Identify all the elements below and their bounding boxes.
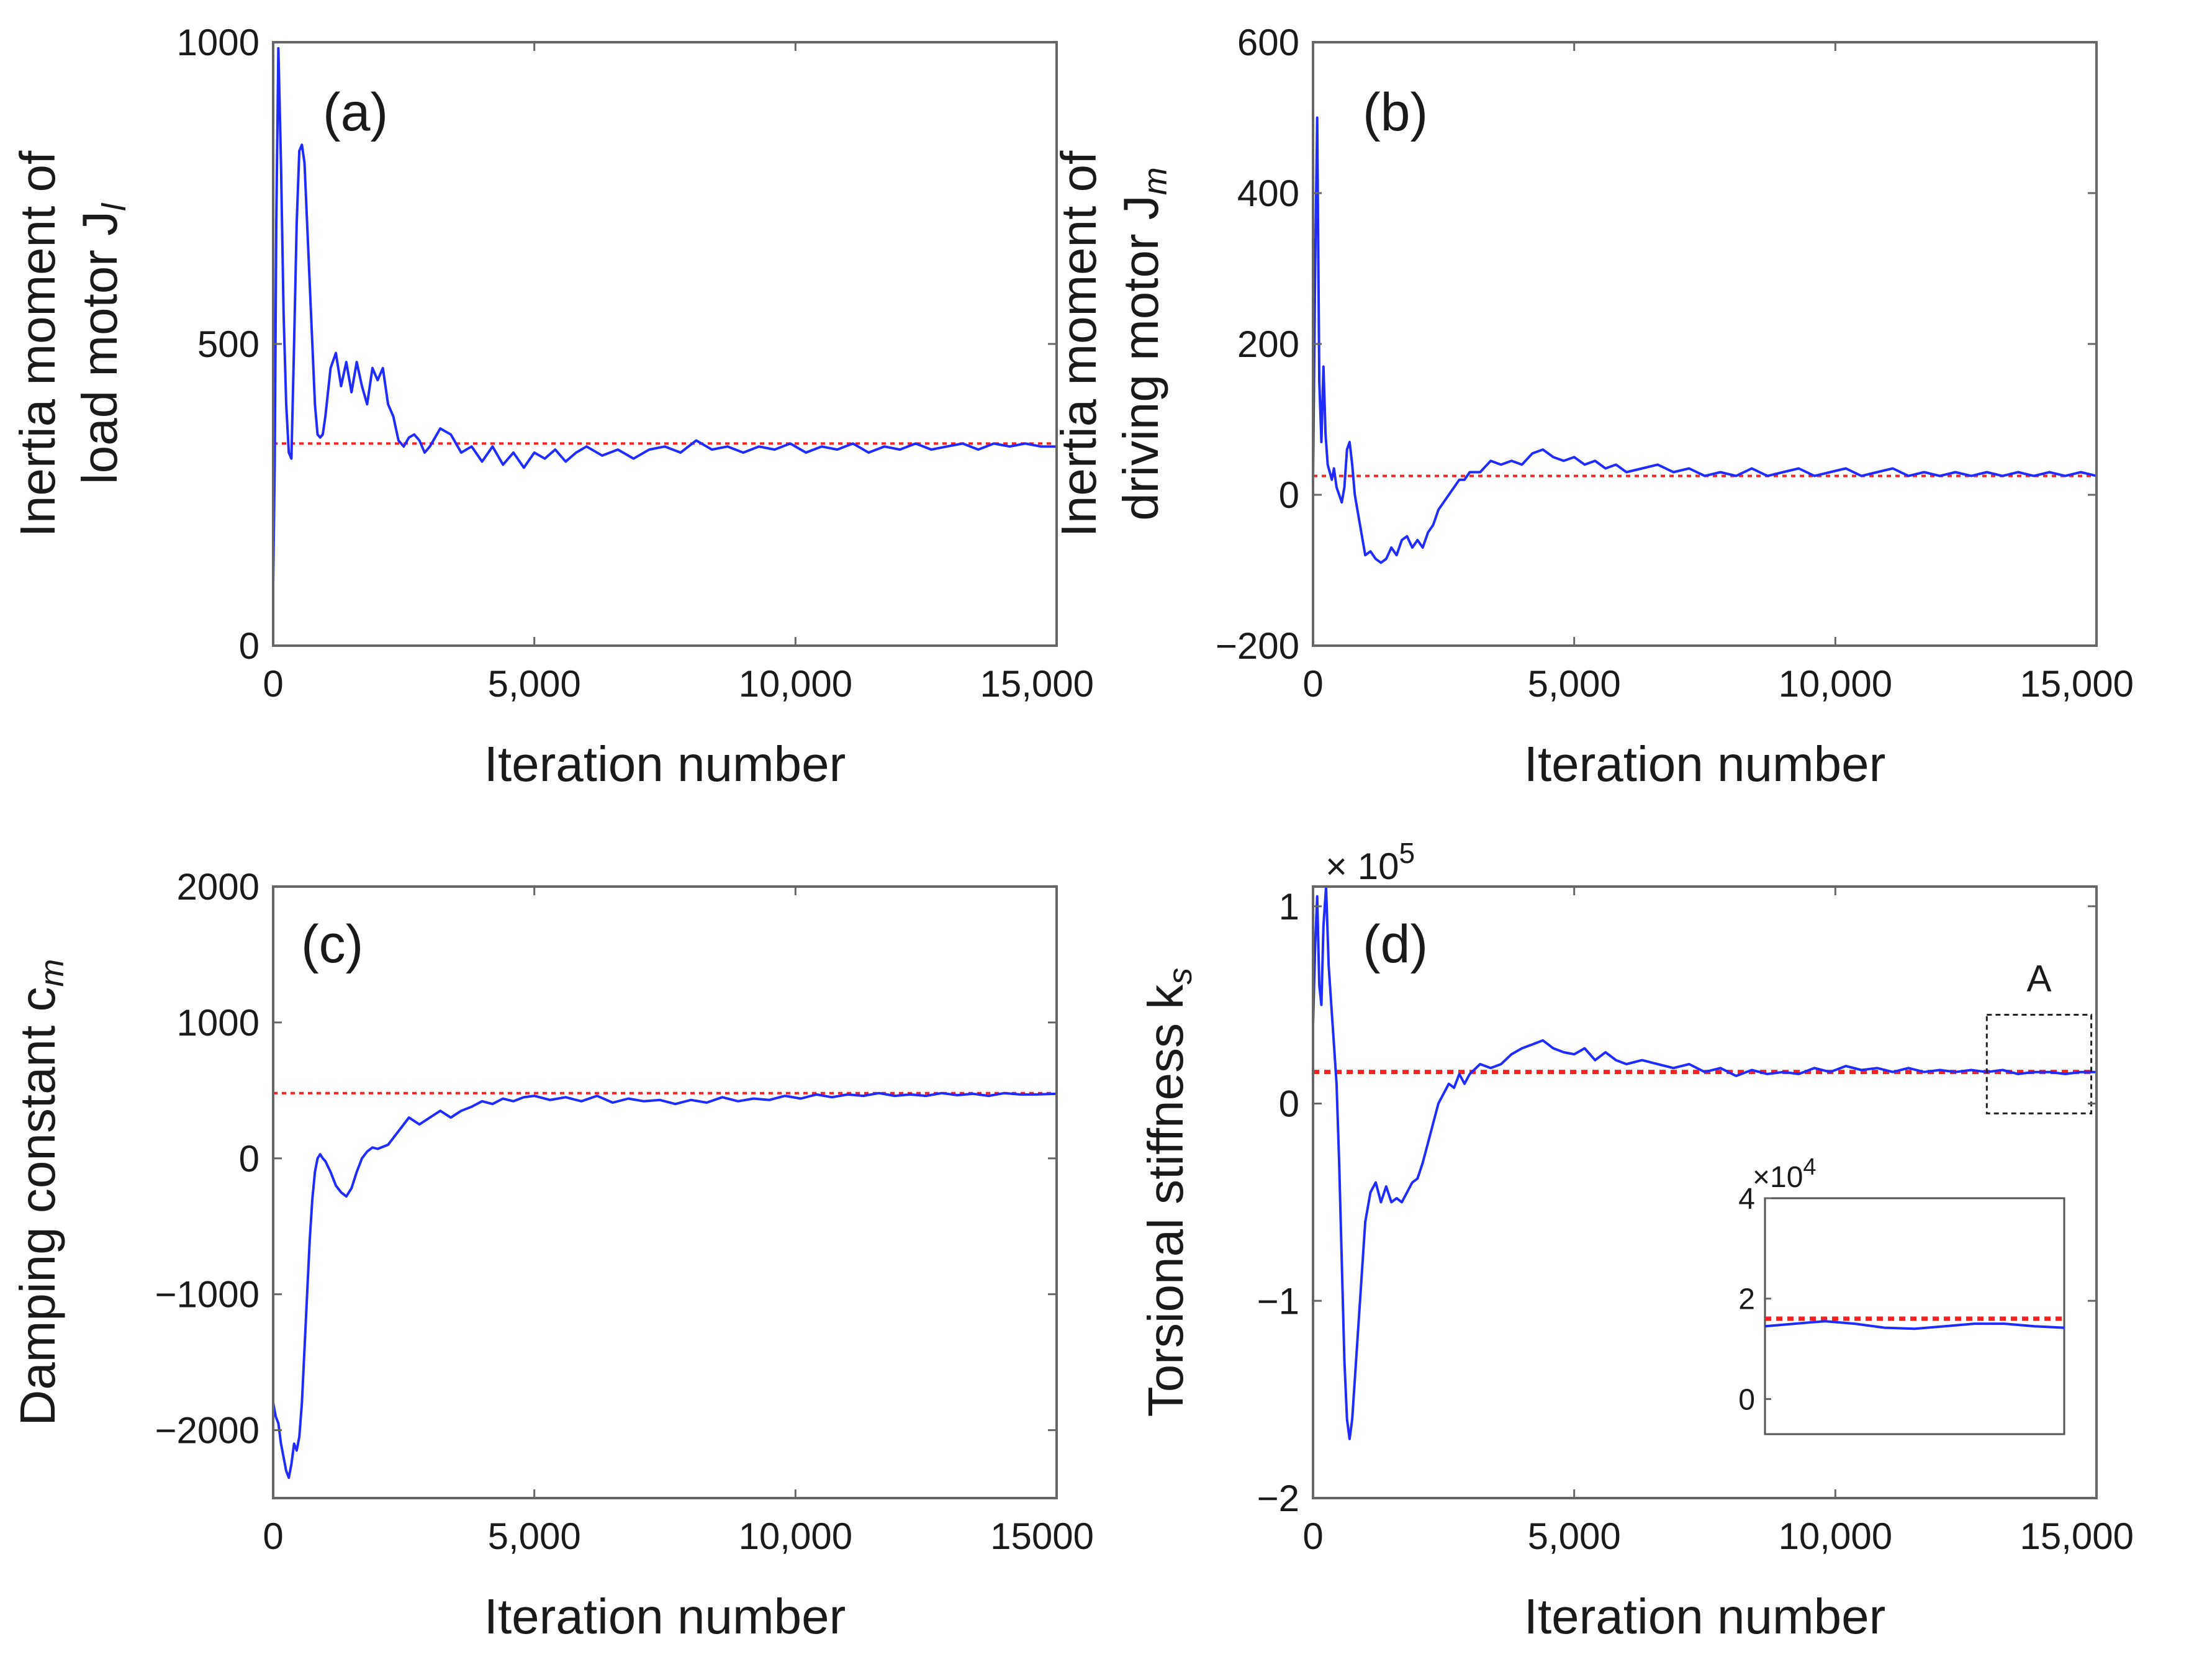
y-tick-label: 1000: [177, 22, 260, 63]
y-axis-label: Torsional stiffness ks: [1138, 968, 1199, 1417]
inset-y-tick-label: 0: [1738, 1383, 1755, 1416]
x-tick-label: 15,000: [2020, 1515, 2134, 1557]
x-axis-label: Iteration number: [484, 736, 846, 792]
y-tick-label: 1000: [177, 1002, 260, 1044]
estimate-series-line: [1313, 116, 2096, 564]
y-tick-label: 1: [1279, 886, 1299, 928]
zoom-box-a: [1985, 1014, 2093, 1114]
x-tick-label: 15,000: [980, 663, 1094, 705]
inset-zoom-a: 0 2 4×104: [1738, 1154, 2065, 1435]
y-tick-label: −2000: [155, 1410, 260, 1452]
y-tick-label: −200: [1216, 625, 1299, 667]
axes-frame: [1312, 885, 2098, 1499]
panel-a: 0 5,000 10,000 15,000 0 500 1000 (a) Iteration n…: [10, 22, 1094, 792]
y-multiplier: × 105: [1325, 837, 1415, 887]
y-tick-label: 0: [239, 1138, 260, 1180]
x-tick-label: 10,000: [739, 1515, 853, 1557]
y-tick-label: −1000: [155, 1274, 260, 1316]
y-tick-label: 0: [1279, 1083, 1299, 1125]
axes-frame: [272, 885, 1058, 1499]
axes-frame: [1312, 41, 2098, 647]
y-tick-label: 400: [1237, 173, 1299, 214]
y-axis-label: load motor Jl: [72, 202, 133, 484]
y-tick-label: 2000: [177, 866, 260, 908]
y-axis-label: Inertia moment of: [10, 150, 65, 537]
panel-c: 0 5,000 10,000 15000 −2000 −1000 0 1000 2000 (c) I…: [10, 866, 1094, 1644]
y-tick-label: 500: [197, 323, 260, 365]
x-tick-label: 15,000: [2020, 663, 2134, 705]
y-tick-label: 200: [1237, 323, 1299, 365]
panel-b: 0 5,000 10,000 15,000−2000200400600(b)Itera…: [1051, 22, 2134, 792]
estimate-series-line: [273, 1091, 1057, 1479]
x-axis-label: Iteration number: [1524, 1589, 1886, 1644]
x-tick-label: 15000: [990, 1515, 1094, 1557]
panel-label: (b): [1363, 83, 1428, 142]
x-tick-label: 5,000: [488, 663, 581, 705]
panel-label: (c): [301, 915, 363, 974]
panel-label: (d): [1363, 915, 1428, 974]
x-axis-label: Iteration number: [1524, 736, 1886, 792]
zoom-box-label: A: [2026, 958, 2051, 1000]
panel-label: (a): [323, 83, 388, 142]
inset-estimate-line: [1764, 1320, 2065, 1330]
inset-y-tick-label: 2: [1738, 1283, 1755, 1316]
x-tick-label: 0: [1302, 1515, 1323, 1557]
x-tick-label: 10,000: [739, 663, 853, 705]
inset-multiplier: ×104: [1753, 1154, 1817, 1194]
y-axis-label: Inertia moment of: [1051, 150, 1106, 537]
y-tick-label: 0: [239, 625, 260, 667]
x-tick-label: 5,000: [1528, 1515, 1621, 1557]
y-tick-label: 0: [1279, 474, 1299, 516]
x-tick-label: 5,000: [488, 1515, 581, 1557]
y-tick-label: −1: [1257, 1280, 1299, 1322]
estimate-series-line: [1313, 887, 2096, 1440]
inset-frame: [1764, 1197, 2065, 1435]
panel-d: A 0 5,000 10,000 15,000 −2 −1 0 1 × 105 (d) Iterati…: [1138, 837, 2134, 1644]
y-tick-label: 600: [1237, 22, 1299, 63]
x-tick-label: 5,000: [1528, 663, 1621, 705]
estimate-series-line: [273, 47, 1057, 585]
x-tick-label: 0: [1302, 663, 1323, 705]
x-axis-label: Iteration number: [484, 1589, 846, 1644]
x-tick-label: 10,000: [1779, 663, 1893, 705]
x-tick-label: 0: [263, 1515, 283, 1557]
y-axis-label: driving motor Jm: [1113, 167, 1174, 521]
y-tick-label: −2: [1257, 1478, 1299, 1519]
inset-y-tick-label: 4: [1738, 1183, 1755, 1216]
y-axis-label: Damping constant cm: [10, 959, 71, 1425]
x-tick-label: 0: [263, 663, 283, 705]
axes-frame: [272, 41, 1058, 647]
x-tick-label: 10,000: [1779, 1515, 1893, 1557]
